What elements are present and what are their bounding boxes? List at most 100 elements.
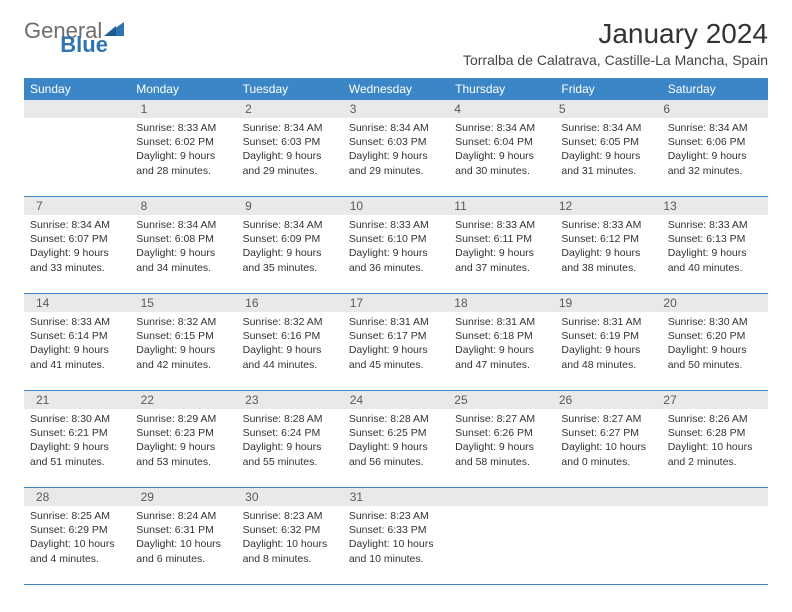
weekday-header-cell: Thursday	[449, 78, 555, 100]
day-info-line: Daylight: 9 hours	[136, 440, 230, 454]
day-cell: Sunrise: 8:28 AMSunset: 6:24 PMDaylight:…	[237, 409, 343, 487]
week-row: Sunrise: 8:34 AMSunset: 6:07 PMDaylight:…	[24, 215, 768, 294]
day-number: 14	[30, 296, 135, 310]
day-number: 29	[135, 490, 240, 504]
day-info-line: Sunrise: 8:33 AM	[30, 315, 124, 329]
day-cell: Sunrise: 8:26 AMSunset: 6:28 PMDaylight:…	[662, 409, 768, 487]
day-number: 13	[657, 199, 762, 213]
page-title: January 2024	[463, 18, 768, 50]
day-info-line: Sunrise: 8:28 AM	[349, 412, 443, 426]
day-number: 4	[448, 102, 553, 116]
logo: General Blue	[24, 18, 178, 44]
day-info-line: Sunset: 6:16 PM	[243, 329, 337, 343]
day-number: 21	[30, 393, 135, 407]
day-cell: Sunrise: 8:24 AMSunset: 6:31 PMDaylight:…	[130, 506, 236, 584]
day-info-line: and 10 minutes.	[349, 552, 443, 566]
day-info-line: Sunset: 6:17 PM	[349, 329, 443, 343]
week-row: Sunrise: 8:30 AMSunset: 6:21 PMDaylight:…	[24, 409, 768, 488]
day-number: 19	[553, 296, 658, 310]
week-row: Sunrise: 8:33 AMSunset: 6:02 PM Daylight:…	[24, 118, 768, 197]
day-info-line: and 30 minutes.	[455, 164, 549, 178]
day-number: 5	[553, 102, 658, 116]
day-info-line: and 33 minutes.	[30, 261, 124, 275]
day-number: 23	[239, 393, 344, 407]
weekday-header-cell: Sunday	[24, 78, 130, 100]
day-cell: Sunrise: 8:23 AMSunset: 6:32 PMDaylight:…	[237, 506, 343, 584]
weekday-header-cell: Saturday	[662, 78, 768, 100]
day-cell: Sunrise: 8:34 AMSunset: 6:09 PMDaylight:…	[237, 215, 343, 293]
day-number: 3	[344, 102, 449, 116]
day-cell: Sunrise: 8:27 AMSunset: 6:27 PMDaylight:…	[555, 409, 661, 487]
day-info-line: Sunset: 6:20 PM	[668, 329, 762, 343]
day-info-line: Sunset: 6:23 PM	[136, 426, 230, 440]
day-info-line: and 47 minutes.	[455, 358, 549, 372]
day-number: 7	[30, 199, 135, 213]
day-info-line: and 37 minutes.	[455, 261, 549, 275]
day-number	[657, 490, 762, 504]
day-info-line: and 29 minutes.	[243, 164, 337, 178]
day-cell: Sunrise: 8:30 AMSunset: 6:20 PMDaylight:…	[662, 312, 768, 390]
day-number: 30	[239, 490, 344, 504]
day-info-line: Sunrise: 8:31 AM	[561, 315, 655, 329]
day-cell: Sunrise: 8:33 AMSunset: 6:10 PMDaylight:…	[343, 215, 449, 293]
day-number: 25	[448, 393, 553, 407]
day-cell: Sunrise: 8:34 AMSunset: 6:07 PMDaylight:…	[24, 215, 130, 293]
day-info-line: and 29 minutes.	[349, 164, 443, 178]
weekday-header-cell: Wednesday	[343, 78, 449, 100]
day-cell: Sunrise: 8:34 AMSunset: 6:03 PMDaylight:…	[237, 118, 343, 196]
day-info-line: Daylight: 9 hours	[561, 149, 655, 163]
day-info-line: Sunrise: 8:30 AM	[668, 315, 762, 329]
day-info-line: Sunset: 6:12 PM	[561, 232, 655, 246]
day-info-line: Sunrise: 8:24 AM	[136, 509, 230, 523]
day-info-line: Sunset: 6:14 PM	[30, 329, 124, 343]
day-info-line: Sunset: 6:03 PM	[349, 135, 443, 149]
header-bar: General Blue January 2024 Torralba de Ca…	[24, 18, 768, 68]
day-cell: Sunrise: 8:33 AMSunset: 6:14 PMDaylight:…	[24, 312, 130, 390]
day-info-line: Daylight: 10 hours	[561, 440, 655, 454]
day-info-line: Sunset: 6:19 PM	[561, 329, 655, 343]
day-info-line: Sunset: 6:21 PM	[30, 426, 124, 440]
day-number: 1	[135, 102, 240, 116]
day-number: 12	[553, 199, 658, 213]
day-info-line: Sunrise: 8:30 AM	[30, 412, 124, 426]
day-cell	[662, 506, 768, 584]
day-info-line: Sunrise: 8:32 AM	[136, 315, 230, 329]
day-info-line: Sunrise: 8:28 AM	[243, 412, 337, 426]
day-cell: Sunrise: 8:34 AMSunset: 6:06 PMDaylight:…	[662, 118, 768, 196]
day-info-line: and 36 minutes.	[349, 261, 443, 275]
day-info-line: Sunrise: 8:31 AM	[349, 315, 443, 329]
day-info-line: Sunrise: 8:34 AM	[243, 218, 337, 232]
day-info-line: Daylight: 9 hours	[30, 440, 124, 454]
day-cell	[24, 118, 130, 196]
day-info-line: Sunset: 6:13 PM	[668, 232, 762, 246]
day-info-line: and 50 minutes.	[668, 358, 762, 372]
day-info-line: Sunset: 6:02 PM	[136, 135, 230, 149]
day-info-line: Daylight: 9 hours	[668, 149, 762, 163]
day-info-line: and 58 minutes.	[455, 455, 549, 469]
weekday-header-row: SundayMondayTuesdayWednesdayThursdayFrid…	[24, 78, 768, 100]
day-info-line: Daylight: 9 hours	[30, 343, 124, 357]
day-cell: Sunrise: 8:33 AMSunset: 6:13 PMDaylight:…	[662, 215, 768, 293]
day-info-line: and 44 minutes.	[243, 358, 337, 372]
day-info-line: Sunrise: 8:33 AM	[668, 218, 762, 232]
day-number: 8	[135, 199, 240, 213]
day-cell: Sunrise: 8:30 AMSunset: 6:21 PMDaylight:…	[24, 409, 130, 487]
day-info-line: and 41 minutes.	[30, 358, 124, 372]
day-number: 11	[448, 199, 553, 213]
day-info-line: and 45 minutes.	[349, 358, 443, 372]
week-row: Sunrise: 8:25 AMSunset: 6:29 PMDaylight:…	[24, 506, 768, 585]
day-info-line: Daylight: 9 hours	[668, 343, 762, 357]
day-info-line: Daylight: 9 hours	[136, 343, 230, 357]
day-number: 27	[657, 393, 762, 407]
day-cell: Sunrise: 8:29 AMSunset: 6:23 PMDaylight:…	[130, 409, 236, 487]
weekday-header-cell: Friday	[555, 78, 661, 100]
day-info-line: Daylight: 9 hours	[30, 246, 124, 260]
day-cell: Sunrise: 8:34 AMSunset: 6:04 PMDaylight:…	[449, 118, 555, 196]
day-info-line: Sunrise: 8:34 AM	[136, 218, 230, 232]
day-info-line: Sunrise: 8:33 AM	[136, 121, 230, 135]
day-info-line: Sunset: 6:05 PM	[561, 135, 655, 149]
day-info-line: Sunrise: 8:29 AM	[136, 412, 230, 426]
day-info-line: Sunrise: 8:33 AM	[561, 218, 655, 232]
day-number: 26	[553, 393, 658, 407]
day-info-line: Sunrise: 8:34 AM	[561, 121, 655, 135]
